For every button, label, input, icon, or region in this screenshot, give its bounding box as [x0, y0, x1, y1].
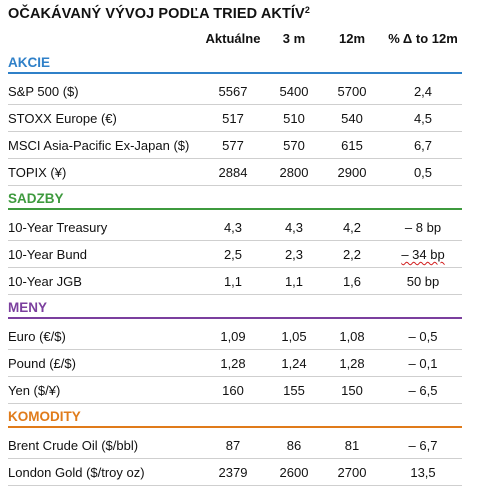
row-label: Yen ($/¥) — [8, 383, 61, 398]
cell-current: 1,28 — [220, 356, 246, 371]
table-row: MSCI Asia-Pacific Ex-Japan ($) 577 570 615 6… — [8, 132, 462, 159]
section-header-sadzby: SADZBY — [8, 188, 462, 210]
cell-3m: 5400 — [279, 84, 309, 99]
row-label: 10-Year JGB — [8, 274, 82, 289]
cell-3m: 155 — [283, 383, 305, 398]
cell-3m: 570 — [283, 138, 305, 153]
cell-current: 160 — [222, 383, 244, 398]
cell-current: 517 — [222, 111, 244, 126]
cell-current: 577 — [222, 138, 244, 153]
cell-current: 4,3 — [223, 220, 243, 235]
cell-current: 1,09 — [220, 329, 246, 344]
cell-3m: 1,05 — [281, 329, 307, 344]
cell-change: 4,5 — [413, 111, 433, 126]
cell-12m: 5700 — [337, 84, 367, 99]
row-label: London Gold ($/troy oz) — [8, 465, 145, 480]
cell-change: 6,7 — [413, 138, 433, 153]
table-row: TOPIX (¥) 2884 2800 2900 0,5 — [8, 159, 462, 186]
page-title: OČAKÁVANÝ VÝVOJ PODĽA TRIED AKTÍV2 — [8, 5, 310, 22]
cell-current: 5567 — [218, 84, 248, 99]
cell-3m: 86 — [286, 438, 302, 453]
column-header-12m: 12m — [338, 31, 366, 46]
cell-change: – 6,7 — [408, 438, 438, 453]
column-header-3m: 3 m — [282, 31, 306, 46]
cell-current: 2884 — [218, 165, 248, 180]
cell-3m: 2800 — [279, 165, 309, 180]
table-row: Brent Crude Oil ($/bbl) 87 86 81 – 6,7 — [8, 432, 462, 459]
cell-12m: 4,2 — [342, 220, 362, 235]
section-rule — [8, 426, 462, 428]
cell-12m: 540 — [341, 111, 363, 126]
table-row: STOXX Europe (€) 517 510 540 4,5 — [8, 105, 462, 132]
table-row: Pound (£/$) 1,28 1,24 1,28 – 0,1 — [8, 350, 462, 377]
cell-3m: 2,3 — [284, 247, 304, 262]
table-row: 10-Year JGB 1,1 1,1 1,6 50 bp — [8, 268, 462, 295]
cell-3m: 510 — [283, 111, 305, 126]
cell-change: 50 bp — [406, 274, 440, 289]
section-rule — [8, 208, 462, 210]
cell-12m: 1,28 — [339, 356, 365, 371]
row-label: 10-Year Bund — [8, 247, 88, 262]
cell-3m: 4,3 — [284, 220, 304, 235]
section-header-komodity: KOMODITY — [8, 406, 462, 428]
section-header-akcie: AKCIE — [8, 52, 462, 74]
table-row: 10-Year Bund 2,5 2,3 2,2 – 34 bp — [8, 241, 462, 268]
table-row: Yen ($/¥) 160 155 150 – 6,5 — [8, 377, 462, 404]
cell-change: 13,5 — [410, 465, 436, 480]
cell-change: – 34 bp — [401, 247, 445, 262]
column-header-current: Aktuálne — [205, 31, 261, 46]
cell-current: 2379 — [218, 465, 248, 480]
cell-12m: 2700 — [337, 465, 367, 480]
table-row: London Gold ($/troy oz) 2379 2600 2700 13,5 — [8, 459, 462, 486]
row-label: Euro (€/$) — [8, 329, 66, 344]
row-label: S&P 500 ($) — [8, 84, 79, 99]
cell-current: 2,5 — [223, 247, 243, 262]
cell-12m: 1,08 — [339, 329, 365, 344]
row-label: STOXX Europe (€) — [8, 111, 117, 126]
row-label: Brent Crude Oil ($/bbl) — [8, 438, 139, 453]
row-label: 10-Year Treasury — [8, 220, 108, 235]
cell-3m: 1,1 — [284, 274, 304, 289]
cell-12m: 150 — [341, 383, 363, 398]
cell-change: – 0,5 — [408, 329, 438, 344]
cell-current: 87 — [225, 438, 241, 453]
table-row: 10-Year Treasury 4,3 4,3 4,2 – 8 bp — [8, 214, 462, 241]
column-header-change: % Δ to 12m — [388, 31, 458, 46]
cell-change: – 0,1 — [408, 356, 438, 371]
cell-12m: 81 — [344, 438, 360, 453]
cell-change: 0,5 — [413, 165, 433, 180]
section-rule — [8, 72, 462, 74]
row-label: TOPIX (¥) — [8, 165, 67, 180]
section-rule — [8, 317, 462, 319]
row-label: MSCI Asia-Pacific Ex-Japan ($) — [8, 138, 190, 153]
row-label: Pound (£/$) — [8, 356, 76, 371]
cell-change: 2,4 — [413, 84, 433, 99]
cell-12m: 1,6 — [342, 274, 362, 289]
table-row: Euro (€/$) 1,09 1,05 1,08 – 0,5 — [8, 323, 462, 350]
cell-12m: 2,2 — [342, 247, 362, 262]
table-row: S&P 500 ($) 5567 5400 5700 2,4 — [8, 78, 462, 105]
cell-12m: 2900 — [337, 165, 367, 180]
cell-current: 1,1 — [223, 274, 243, 289]
section-header-meny: MENY — [8, 297, 462, 319]
cell-change: – 8 bp — [404, 220, 442, 235]
cell-change: – 6,5 — [408, 383, 438, 398]
footnote-marker: 2 — [304, 5, 310, 15]
cell-3m: 1,24 — [281, 356, 307, 371]
cell-3m: 2600 — [279, 465, 309, 480]
cell-12m: 615 — [341, 138, 363, 153]
